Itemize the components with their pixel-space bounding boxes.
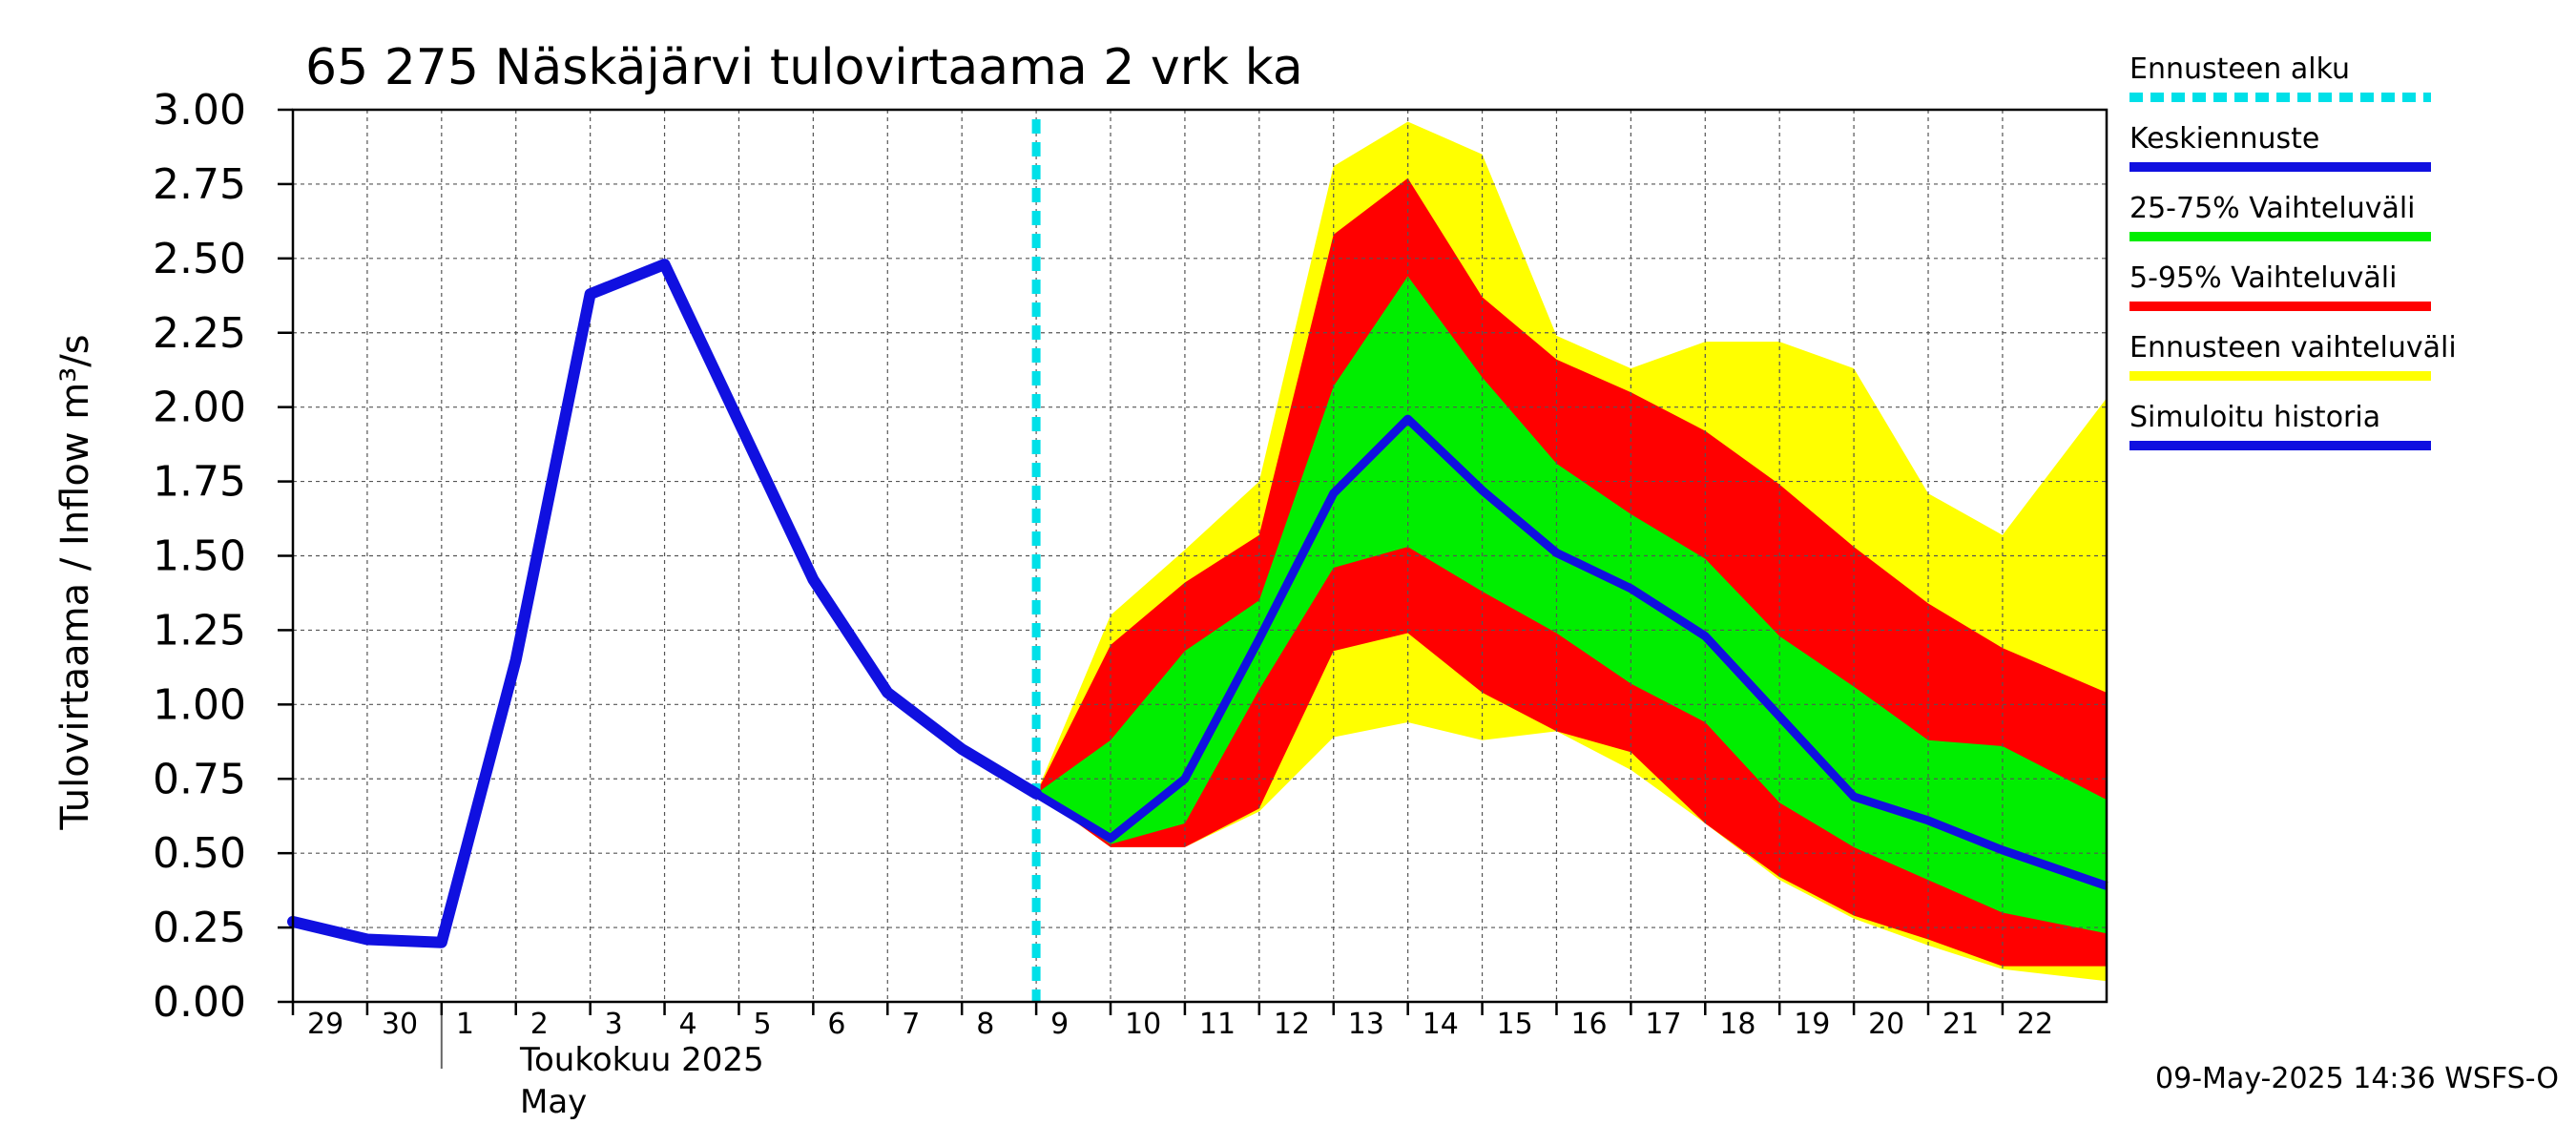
y-tick-label: 1.00	[153, 680, 246, 729]
y-tick-label: 0.25	[153, 904, 246, 952]
y-ticks: 0.00 0.25 0.50 0.75 1.00 1.25 1.50 1.75 2.00 2.25…	[153, 86, 293, 1027]
x-tick-label: 16	[1570, 1008, 1607, 1041]
x-tick-label: 12	[1274, 1008, 1310, 1041]
y-tick-label: 3.00	[153, 86, 246, 135]
legend-label: Ennusteen alku	[2129, 52, 2350, 86]
legend-label: Simuloitu historia	[2129, 401, 2380, 434]
median-forecast-line	[1033, 414, 2109, 890]
legend-label: Ennusteen vaihteluväli	[2129, 331, 2457, 364]
simulated-history-line	[287, 259, 1043, 948]
y-tick-label: 1.25	[153, 606, 246, 655]
legend-label: 5-95% Vaihteluväli	[2129, 261, 2397, 295]
x-tick-label: 17	[1645, 1008, 1681, 1041]
y-tick-label: 0.50	[153, 829, 246, 878]
x-tick-label: 19	[1794, 1008, 1830, 1041]
month-label-en: May	[520, 1083, 587, 1121]
x-tick-label: 22	[2017, 1008, 2053, 1041]
y-axis-label: Tulovirtaama / Inflow m³/s	[53, 334, 97, 830]
month-label-fi: Toukokuu 2025	[519, 1041, 764, 1079]
x-ticks: 29 30 1 2 3 4 5 6 7 8 9 10 11 12 13 14 15 16 17 18 19 20 21 22	[291, 1002, 2053, 1041]
y-tick-label: 1.75	[153, 458, 246, 507]
forecast-bands	[1036, 121, 2107, 982]
y-tick-label: 0.00	[153, 978, 246, 1027]
x-tick-label: 18	[1719, 1008, 1755, 1041]
timestamp-footer: 09-May-2025 14:36 WSFS-O	[2155, 1062, 2559, 1095]
legend-label: Keskiennuste	[2129, 122, 2319, 156]
x-tick-label: 15	[1497, 1008, 1533, 1041]
x-tick-label: 4	[679, 1008, 697, 1041]
y-tick-label: 1.50	[153, 532, 246, 581]
x-tick-label: 29	[307, 1008, 343, 1041]
x-tick-label: 13	[1348, 1008, 1384, 1041]
x-tick-label: 30	[382, 1008, 418, 1041]
x-tick-label: 21	[1942, 1008, 1979, 1041]
y-tick-label: 2.75	[153, 160, 246, 209]
x-tick-label: 3	[605, 1008, 623, 1041]
y-tick-label: 2.00	[153, 384, 246, 432]
legend-label: 25-75% Vaihteluväli	[2129, 192, 2416, 225]
y-tick-label: 2.25	[153, 309, 246, 358]
chart-title: 65 275 Näskäjärvi tulovirtaama 2 vrk ka	[305, 39, 1303, 96]
y-tick-label: 2.50	[153, 235, 246, 283]
x-tick-label: 1	[456, 1008, 474, 1041]
y-tick-label: 0.75	[153, 755, 246, 803]
series-lines	[287, 119, 2109, 1002]
x-tick-label: 8	[976, 1008, 994, 1041]
band-25-75	[1036, 276, 2107, 934]
grid	[292, 109, 2107, 1003]
legend: Ennusteen alku Keskiennuste 25-75% Vaihtel…	[2129, 52, 2457, 450]
x-tick-label: 7	[902, 1008, 920, 1041]
x-tick-label: 14	[1423, 1008, 1459, 1041]
x-tick-label: 11	[1199, 1008, 1236, 1041]
x-tick-label: 6	[827, 1008, 845, 1041]
x-tick-label: 20	[1868, 1008, 1904, 1041]
x-tick-label: 2	[530, 1008, 549, 1041]
x-tick-label: 5	[753, 1008, 771, 1041]
x-tick-label: 10	[1125, 1008, 1161, 1041]
x-tick-label: 9	[1050, 1008, 1069, 1041]
